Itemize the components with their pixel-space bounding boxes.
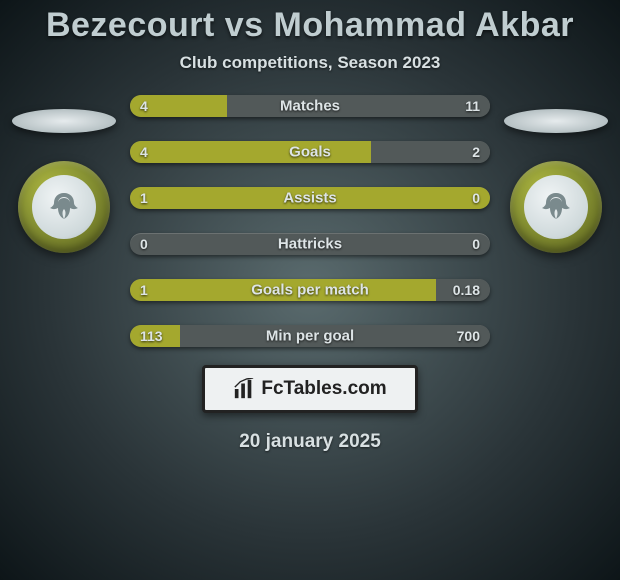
left-club-badge-inner	[32, 175, 96, 239]
eagle-icon	[44, 187, 84, 227]
content-root: Bezecourt vs Mohammad Akbar Club competi…	[0, 0, 620, 580]
stat-bar-label: Assists	[283, 190, 336, 207]
stat-bar-value-right: 0	[472, 236, 480, 252]
stat-bar-fill-left	[130, 141, 371, 163]
stat-bar-label: Goals	[289, 144, 331, 161]
right-player-photo-placeholder	[504, 109, 608, 133]
date-label: 20 january 2025	[239, 431, 381, 453]
stat-bar-value-right: 2	[472, 144, 480, 160]
brand-text: FcTables.com	[261, 378, 386, 400]
chart-bars-icon	[233, 378, 255, 400]
stat-bar-value-left: 4	[140, 144, 148, 160]
stat-bar-fill-right	[227, 95, 490, 117]
stat-bar-value-left: 0	[140, 236, 148, 252]
page-title: Bezecourt vs Mohammad Akbar	[46, 6, 574, 45]
stat-bar-value-left: 113	[140, 328, 163, 344]
right-player-side	[492, 95, 620, 253]
comparison-row: Matches 4 11 Goals 4 2 Assists 1 0 Hattricks 0 0 Goa…	[0, 95, 620, 347]
stat-bar: Hattricks 0 0	[130, 233, 490, 255]
stat-bar: Assists 1 0	[130, 187, 490, 209]
page-subtitle: Club competitions, Season 2023	[180, 53, 441, 73]
stat-bar-label: Goals per match	[251, 282, 369, 299]
eagle-icon	[536, 187, 576, 227]
stat-bar-value-right: 700	[457, 328, 480, 344]
stat-bar: Min per goal 113 700	[130, 325, 490, 347]
stat-bar-value-left: 1	[140, 282, 148, 298]
left-club-badge	[18, 161, 110, 253]
stat-bars-container: Matches 4 11 Goals 4 2 Assists 1 0 Hattricks 0 0 Goa…	[128, 95, 492, 347]
right-club-badge	[510, 161, 602, 253]
stat-bar-label: Matches	[280, 98, 340, 115]
stat-bar-value-left: 1	[140, 190, 148, 206]
stat-bar: Goals 4 2	[130, 141, 490, 163]
stat-bar-label: Hattricks	[278, 236, 342, 253]
stat-bar-value-left: 4	[140, 98, 148, 114]
left-player-photo-placeholder	[12, 109, 116, 133]
right-club-badge-inner	[524, 175, 588, 239]
left-player-side	[0, 95, 128, 253]
stat-bar: Goals per match 1 0.18	[130, 279, 490, 301]
stat-bar-value-right: 11	[465, 98, 480, 114]
stat-bar-value-right: 0	[472, 190, 480, 206]
stat-bar: Matches 4 11	[130, 95, 490, 117]
stat-bar-value-right: 0.18	[453, 282, 480, 298]
stat-bar-label: Min per goal	[266, 328, 354, 345]
brand-box: FcTables.com	[202, 365, 417, 413]
